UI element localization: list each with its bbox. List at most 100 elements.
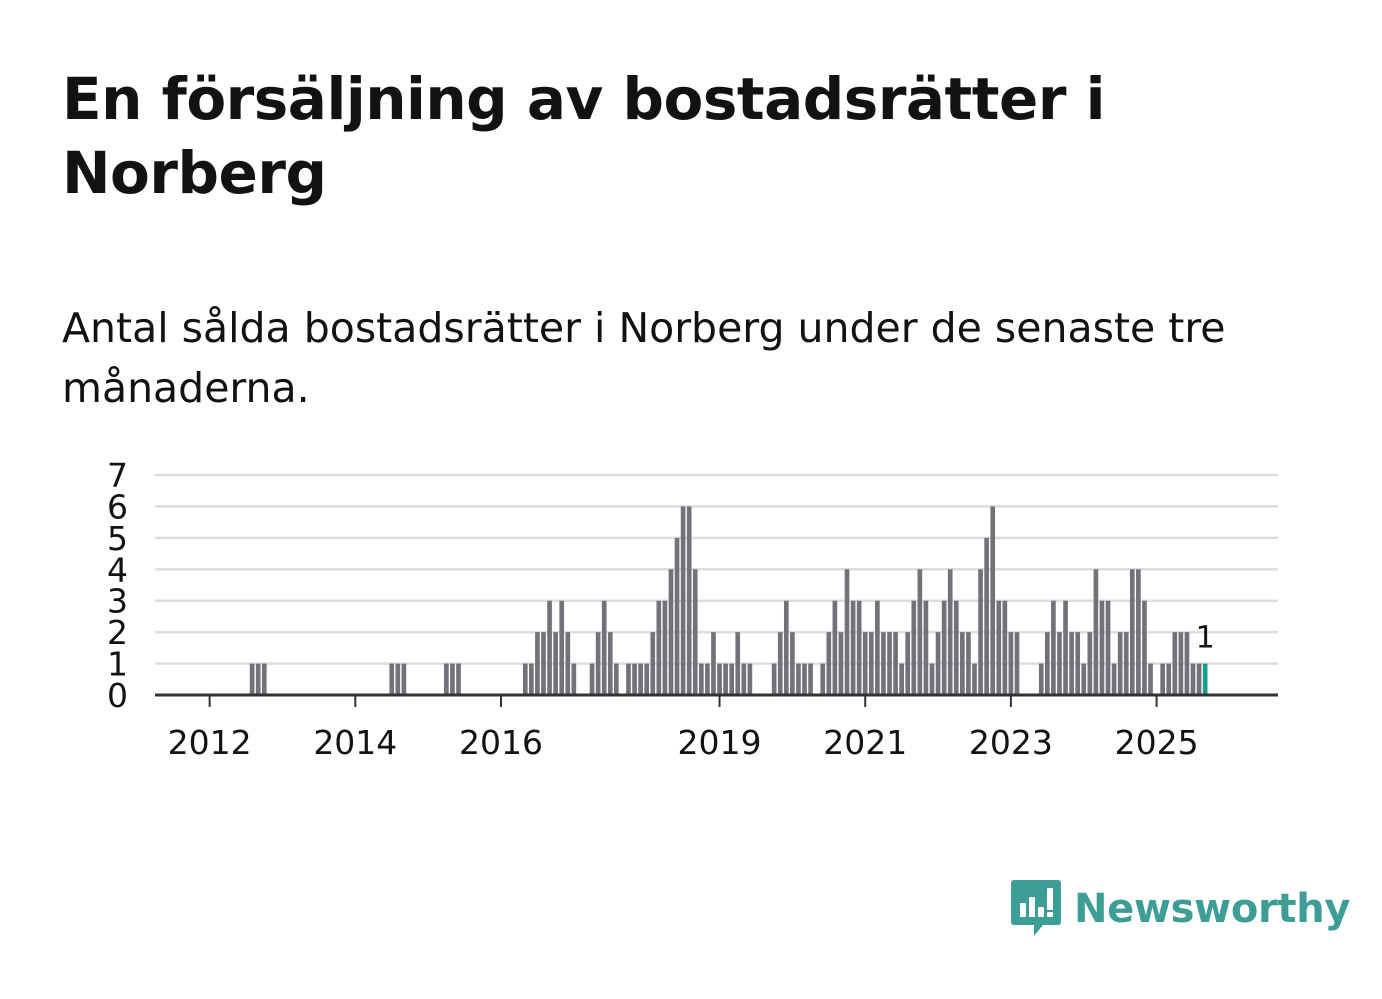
bar [972, 663, 977, 695]
x-tick-label: 2012 [168, 723, 252, 762]
bar [1172, 632, 1178, 695]
bar [522, 663, 528, 695]
bar [838, 632, 844, 695]
bar [984, 537, 989, 695]
bar [656, 600, 662, 695]
bar [820, 663, 826, 695]
bar [1160, 663, 1165, 695]
bar [1002, 600, 1008, 695]
y-tick-label: 3 [107, 582, 128, 621]
bar [255, 663, 261, 695]
bar [1044, 632, 1050, 695]
bar [1087, 632, 1093, 695]
bar [717, 663, 722, 695]
bar [571, 663, 577, 695]
bar [911, 600, 917, 695]
highlight-bar [1202, 663, 1208, 695]
bar [698, 663, 704, 695]
bar [875, 600, 880, 695]
bar [1105, 600, 1111, 695]
bar [741, 663, 747, 695]
y-tick-label: 2 [107, 613, 128, 652]
bar [862, 632, 868, 695]
x-tick-label: 2016 [459, 723, 543, 762]
bar [1178, 632, 1184, 695]
bar [1093, 569, 1099, 695]
bar [1190, 663, 1196, 695]
brand-footer[interactable]: Newsworthy [1010, 878, 1351, 940]
y-tick-label: 4 [107, 550, 128, 589]
bar [1008, 632, 1014, 695]
bar [1117, 632, 1123, 695]
bar [960, 632, 965, 695]
bar [996, 600, 1002, 695]
chart-subtitle: Antal sålda bostadsrätter i Norberg unde… [62, 304, 1226, 412]
bar [923, 600, 929, 695]
bar [1196, 663, 1202, 695]
bar [1063, 600, 1068, 695]
x-tick-label: 2023 [969, 723, 1053, 762]
bar [826, 632, 832, 695]
y-tick-label: 0 [107, 676, 128, 715]
bar [735, 632, 741, 695]
bar [1142, 600, 1147, 695]
bar [1184, 632, 1190, 695]
bar [1057, 632, 1062, 695]
bar [723, 663, 728, 695]
bar [705, 663, 710, 695]
bar [1148, 663, 1153, 695]
bar [990, 506, 996, 695]
bar [868, 632, 874, 695]
bar [1081, 663, 1087, 695]
bar [450, 663, 455, 695]
bar [644, 663, 650, 695]
bar [686, 506, 692, 695]
bar [1051, 600, 1056, 695]
bar [553, 632, 558, 695]
bar [953, 600, 959, 695]
newsworthy-logo-icon [1011, 880, 1061, 936]
bar [565, 632, 571, 695]
bar [650, 632, 656, 695]
x-tick-label: 2019 [678, 723, 762, 762]
bar [680, 506, 686, 695]
bar [1038, 663, 1044, 695]
bar [856, 600, 862, 695]
chart-title: En försäljning av bostadsrätter i Norber… [62, 65, 1106, 207]
bar [850, 600, 856, 695]
bar [674, 537, 680, 695]
bar [249, 663, 255, 695]
bar [941, 600, 947, 695]
bar [929, 663, 935, 695]
bar [389, 663, 395, 695]
bar [947, 569, 953, 695]
bar [966, 632, 971, 695]
bar [614, 663, 619, 695]
bar [632, 663, 637, 695]
bar [1069, 632, 1074, 695]
x-tick-label: 2021 [823, 723, 907, 762]
bar [456, 663, 461, 695]
bar [802, 663, 807, 695]
bar [1014, 632, 1020, 695]
y-tick-label: 6 [107, 487, 128, 526]
bar [668, 569, 674, 695]
bar [978, 569, 983, 695]
bar [832, 600, 838, 695]
bar [771, 663, 777, 695]
y-tick-label: 7 [107, 456, 128, 495]
bar [881, 632, 886, 695]
bar [844, 569, 850, 695]
bar [747, 663, 753, 695]
x-tick-label: 2025 [1115, 723, 1199, 762]
bar [935, 632, 941, 695]
bar [547, 600, 552, 695]
bar [1136, 569, 1141, 695]
bar [601, 600, 607, 695]
bar [662, 600, 668, 695]
bar [401, 663, 407, 695]
bar [1166, 663, 1172, 695]
bar [589, 663, 595, 695]
bar [1111, 663, 1117, 695]
